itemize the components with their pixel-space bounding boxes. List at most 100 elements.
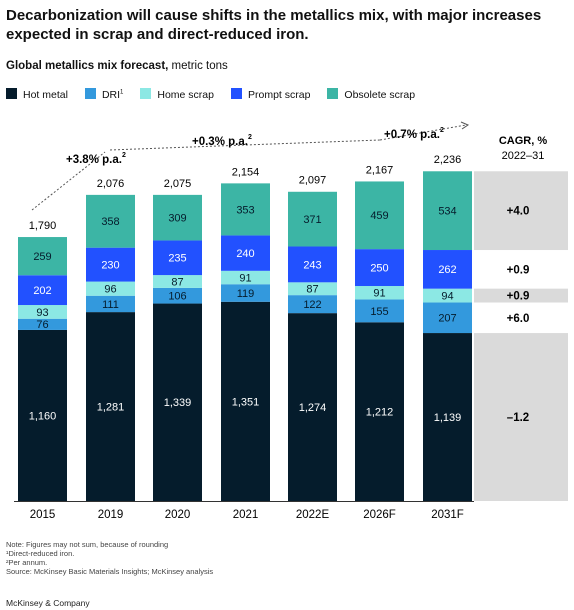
bar-value-label: 1,212 xyxy=(366,407,394,419)
bar-value-label: 76 xyxy=(36,319,48,331)
bar-value-label: 87 xyxy=(171,276,183,288)
bar-value-label: 91 xyxy=(373,288,385,300)
bar-segment-home-scrap xyxy=(355,286,404,300)
bar-segment-dri xyxy=(86,295,135,313)
chart-title: Decarbonization will cause shifts in the… xyxy=(6,7,542,43)
bar-value-label: 155 xyxy=(370,306,388,318)
bar-total-label: 1,790 xyxy=(29,220,57,232)
growth-footnote-marker: 2 xyxy=(248,134,252,141)
bar-value-label: 111 xyxy=(102,299,119,311)
legend-swatch xyxy=(140,88,152,99)
cagr-period: 2022–31 xyxy=(502,150,545,162)
bar-segment-dri xyxy=(288,295,337,314)
bar-value-label: 93 xyxy=(36,307,48,319)
growth-footnote-marker: 2 xyxy=(122,152,126,159)
cagr-value-home-scrap: +0.9 xyxy=(507,291,530,303)
bar-segment-prompt-scrap xyxy=(86,247,135,282)
legend-item-home-scrap: Home scrap xyxy=(140,88,214,101)
bar-total-label: 2,076 xyxy=(97,178,125,190)
bar-total-label: 2,154 xyxy=(232,166,260,178)
legend-item-obsolete-scrap: Obsolete scrap xyxy=(327,88,415,101)
bar-value-label: 1,351 xyxy=(232,396,260,408)
bar-value-label: 250 xyxy=(370,262,388,274)
cagr-row-background xyxy=(474,288,568,303)
bar-value-label: 1,160 xyxy=(29,410,57,422)
bar-segment-prompt-scrap xyxy=(18,275,67,306)
growth-annotation: +3.8% p.a.2 xyxy=(66,152,126,166)
arrow-head-icon xyxy=(460,121,470,130)
bar-value-label: 1,139 xyxy=(434,412,462,424)
bar-segment-dri xyxy=(221,284,270,302)
cagr-value-dri: +6.0 xyxy=(507,313,530,325)
bar-segment-dri xyxy=(18,318,67,330)
bar-segment-obsolete-scrap xyxy=(423,171,472,251)
bar-segment-dri xyxy=(355,299,404,323)
bar-segment-hot-metal xyxy=(288,313,337,501)
bar-segment-hot-metal xyxy=(86,312,135,501)
bar-segment-obsolete-scrap xyxy=(288,191,337,247)
x-tick-label: 2020 xyxy=(165,509,191,521)
note-rounding: Note: Figures may not sum, because of ro… xyxy=(6,540,169,549)
bar-value-label: 1,274 xyxy=(299,402,327,414)
cagr-value-obsolete-scrap: +4.0 xyxy=(507,206,530,218)
bar-value-label: 358 xyxy=(101,216,119,228)
bar-segment-home-scrap xyxy=(288,282,337,296)
cagr-row-background xyxy=(474,171,568,251)
bar-value-label: 1,281 xyxy=(97,401,125,413)
bar-segment-prompt-scrap xyxy=(423,250,472,289)
brand-footer: McKinsey & Company xyxy=(6,598,90,608)
bar-value-label: 259 xyxy=(33,251,51,263)
legend-label: DRI xyxy=(101,89,121,101)
legend-label: Hot metal xyxy=(23,89,68,101)
bar-segment-prompt-scrap xyxy=(288,246,337,283)
x-tick-label: 2015 xyxy=(30,509,56,521)
bar-value-label: 87 xyxy=(306,284,318,296)
bar-total-label: 2,075 xyxy=(164,178,192,190)
footnote-dri: ¹Direct-reduced iron. xyxy=(6,549,75,558)
bar-value-label: 1,339 xyxy=(164,397,192,409)
footnote-per-annum: ²Per annum. xyxy=(6,558,48,567)
bar-value-label: 240 xyxy=(236,248,254,260)
growth-dashed-line xyxy=(379,124,467,141)
x-tick-label: 2021 xyxy=(233,509,259,521)
bar-value-label: 96 xyxy=(104,284,116,296)
bar-segment-home-scrap xyxy=(18,305,67,319)
bar-value-label: 106 xyxy=(168,291,186,303)
subtitle-bold: Global metallics mix forecast, xyxy=(6,60,169,72)
legend-item-prompt-scrap: Prompt scrap xyxy=(230,88,311,101)
cagr-value-prompt-scrap: +0.9 xyxy=(507,264,530,276)
bar-value-label: 91 xyxy=(239,272,251,284)
bar-segment-obsolete-scrap xyxy=(86,194,135,248)
growth-dashed-line xyxy=(31,151,106,211)
bar-value-label: 119 xyxy=(237,288,255,300)
bar-value-label: 309 xyxy=(168,213,186,225)
growth-dashed-line xyxy=(109,139,381,151)
cagr-header: CAGR, % xyxy=(499,135,548,147)
bar-segment-dri xyxy=(423,302,472,334)
bar-total-label: 2,097 xyxy=(299,175,327,187)
bar-segment-dri xyxy=(153,287,202,304)
bar-value-label: 371 xyxy=(303,214,321,226)
growth-annotation: +0.7% p.a.2 xyxy=(384,127,444,141)
bar-value-label: 235 xyxy=(168,253,186,265)
bar-value-label: 230 xyxy=(101,260,119,272)
bar-value-label: 459 xyxy=(370,210,388,222)
growth-footnote-marker: 2 xyxy=(440,127,444,134)
bar-segment-hot-metal xyxy=(423,333,472,501)
legend-label: Prompt scrap xyxy=(247,89,311,101)
bar-segment-obsolete-scrap xyxy=(221,183,270,236)
bar-value-label: 534 xyxy=(438,206,456,218)
growth-annotation: +0.3% p.a.2 xyxy=(192,134,252,148)
cagr-value-hot-metal: –1.2 xyxy=(507,412,529,424)
legend-swatch xyxy=(84,88,96,99)
bar-value-label: 243 xyxy=(303,259,321,271)
bar-value-label: 94 xyxy=(441,290,453,302)
x-tick-label: 2026F xyxy=(363,509,396,521)
bar-total-label: 2,236 xyxy=(434,154,462,166)
x-tick-label: 2022E xyxy=(296,509,330,521)
bar-segment-obsolete-scrap xyxy=(18,237,67,276)
bar-segment-hot-metal xyxy=(153,303,202,501)
bar-segment-home-scrap xyxy=(86,281,135,296)
bar-segment-prompt-scrap xyxy=(355,249,404,287)
